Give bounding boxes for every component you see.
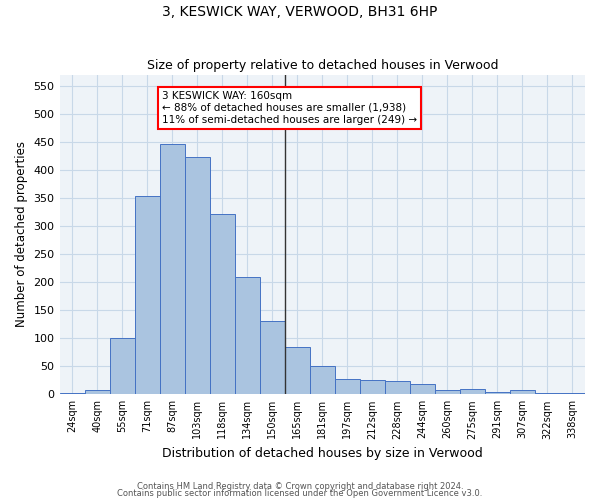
Bar xyxy=(310,366,335,394)
Bar xyxy=(185,157,209,394)
Bar xyxy=(209,214,235,394)
Bar xyxy=(134,196,160,394)
Bar xyxy=(560,393,585,394)
Bar xyxy=(260,322,285,394)
Bar xyxy=(360,380,385,394)
Bar xyxy=(235,276,260,394)
Text: 3 KESWICK WAY: 160sqm
← 88% of detached houses are smaller (1,938)
11% of semi-d: 3 KESWICK WAY: 160sqm ← 88% of detached … xyxy=(162,92,417,124)
Bar xyxy=(510,390,535,394)
Bar xyxy=(485,392,510,394)
Bar xyxy=(385,382,410,394)
Bar xyxy=(460,388,485,394)
Bar xyxy=(435,390,460,394)
Text: Contains HM Land Registry data © Crown copyright and database right 2024.: Contains HM Land Registry data © Crown c… xyxy=(137,482,463,491)
X-axis label: Distribution of detached houses by size in Verwood: Distribution of detached houses by size … xyxy=(162,447,482,460)
Text: 3, KESWICK WAY, VERWOOD, BH31 6HP: 3, KESWICK WAY, VERWOOD, BH31 6HP xyxy=(163,5,437,19)
Bar xyxy=(59,392,85,394)
Title: Size of property relative to detached houses in Verwood: Size of property relative to detached ho… xyxy=(146,59,498,72)
Bar xyxy=(535,392,560,394)
Bar xyxy=(410,384,435,394)
Bar xyxy=(85,390,110,394)
Bar xyxy=(335,378,360,394)
Y-axis label: Number of detached properties: Number of detached properties xyxy=(15,142,28,328)
Text: Contains public sector information licensed under the Open Government Licence v3: Contains public sector information licen… xyxy=(118,489,482,498)
Bar xyxy=(160,144,185,394)
Bar xyxy=(110,338,134,394)
Bar xyxy=(285,346,310,395)
